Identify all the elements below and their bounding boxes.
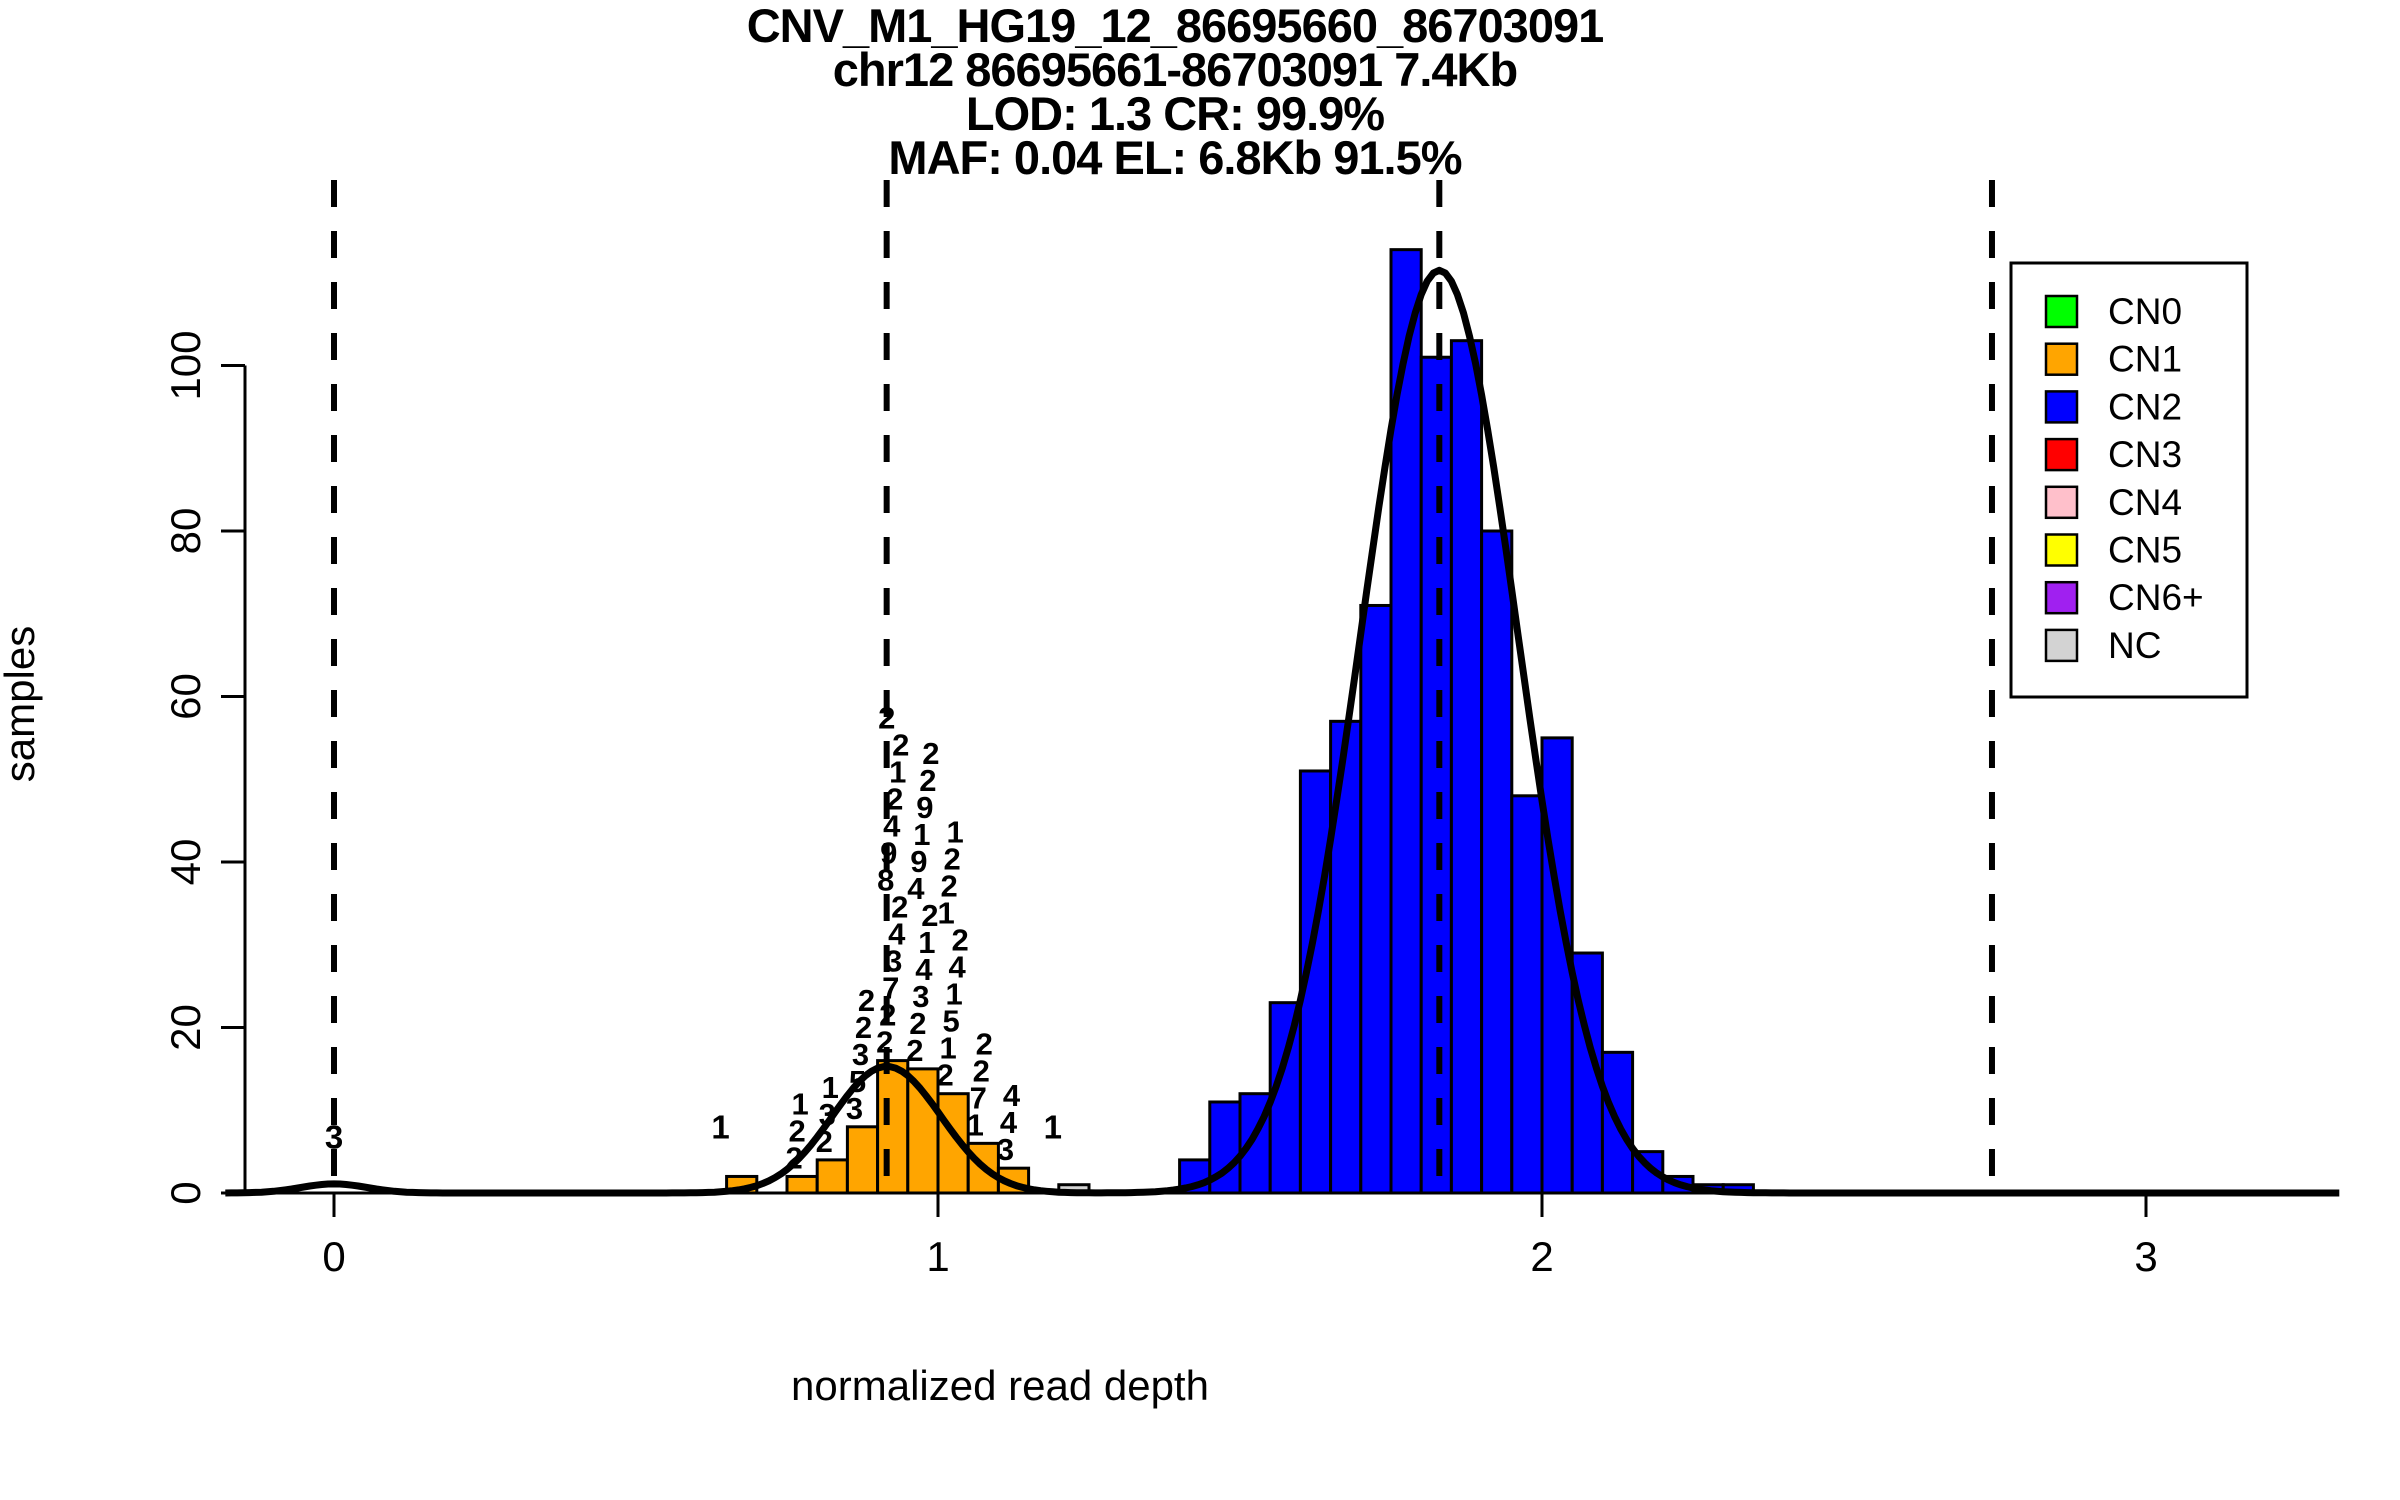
bar-count-label: 1	[946, 815, 963, 850]
cn1-histogram-bar	[815, 1158, 849, 1195]
legend-label-nc: NC	[2108, 625, 2161, 666]
legend-swatch-cn6plus	[2044, 580, 2079, 615]
bar-count-label: 2	[909, 1006, 926, 1041]
y-tick-label: 20	[162, 1004, 209, 1051]
bar-count-label: 2	[879, 998, 896, 1033]
bar-count-label: 2	[891, 890, 908, 925]
bar-count-label: 2	[940, 869, 957, 904]
cn1-histogram-bar	[876, 1059, 910, 1195]
bar-count-label: 2	[919, 763, 936, 798]
bar-count-label: 9	[910, 844, 927, 879]
bar-count-label: 1	[945, 977, 962, 1012]
bar-count-label: 4	[907, 871, 925, 906]
bar-count-label: 2	[886, 782, 903, 817]
bar-count-label: 4	[1000, 1105, 1018, 1140]
bar-count-label: 3	[997, 1132, 1014, 1167]
bar-count-label: 9	[916, 790, 933, 825]
y-axis-title: samples	[0, 625, 43, 783]
legend-label-cn1: CN1	[2108, 339, 2182, 380]
x-tick-label: 1	[926, 1233, 949, 1280]
cn2-histogram-bar	[1419, 355, 1453, 1195]
floating-count-label: 3	[325, 1118, 343, 1155]
bar-count-label: 9	[880, 836, 897, 871]
bar-count-label: 3	[846, 1091, 863, 1126]
bar-count-label: 2	[906, 1033, 923, 1068]
cn2-histogram-bar	[1359, 603, 1393, 1195]
floating-count-label: 1	[711, 1108, 729, 1145]
floating-count-label: 1	[1044, 1108, 1062, 1145]
y-tick-label: 40	[162, 839, 209, 886]
bar-count-label: 3	[912, 979, 929, 1014]
y-tick-label: 100	[162, 330, 209, 400]
bar-count-label: 8	[877, 863, 894, 898]
bar-count-label: 1	[913, 817, 930, 852]
bar-count-label: 3	[885, 944, 902, 979]
legend-label-cn3: CN3	[2108, 434, 2182, 475]
bar-count-label: 1	[889, 755, 906, 790]
bar-count-label: 1	[937, 896, 954, 931]
bar-count-label: 5	[849, 1064, 866, 1099]
bar-count-label: 2	[943, 842, 960, 877]
bar-count-label: 4	[888, 917, 906, 952]
bar-count-label: 2	[855, 1010, 872, 1045]
bar-count-label: 7	[970, 1080, 987, 1115]
bar-count-label: 3	[819, 1097, 836, 1132]
y-tick-label: 0	[162, 1181, 209, 1204]
legend-swatch-cn4	[2044, 485, 2079, 520]
x-axis-title: normalized read depth	[791, 1362, 1209, 1409]
legend-box	[2009, 261, 2249, 699]
legend-label-cn6plus: CN6+	[2108, 577, 2204, 618]
bar-count-label: 2	[878, 701, 895, 736]
bar-count-label: 1	[822, 1070, 839, 1105]
bar-count-label: 5	[942, 1004, 959, 1039]
bar-count-label: 2	[922, 736, 939, 771]
bar-count-label: 2	[876, 1025, 893, 1060]
bar-count-label: 2	[976, 1026, 993, 1061]
bar-count-label: 1	[918, 925, 935, 960]
legend-swatch-cn3	[2044, 437, 2079, 472]
legend-label-cn5: CN5	[2108, 530, 2182, 571]
cn1-histogram-bar	[785, 1174, 819, 1195]
cn1-histogram-bar	[845, 1125, 880, 1195]
bar-count-label: 4	[915, 952, 933, 987]
x-tick-label: 0	[322, 1233, 345, 1280]
y-tick-label: 60	[162, 673, 209, 720]
bar-count-label: 2	[858, 983, 875, 1018]
legend-label-cn4: CN4	[2108, 482, 2182, 523]
x-tick-label: 3	[2134, 1233, 2157, 1280]
x-tick-label: 2	[1530, 1233, 1553, 1280]
cn2-histogram-bar	[1510, 794, 1544, 1195]
bar-count-label: 4	[883, 809, 901, 844]
cn2-histogram-bar	[1449, 339, 1484, 1195]
legend-label-cn0: CN0	[2108, 291, 2182, 332]
legend-label-cn2: CN2	[2108, 386, 2182, 427]
legend-swatch-cn2	[2044, 390, 2079, 424]
bar-count-label: 2	[921, 898, 938, 933]
bar-count-label: 2	[951, 923, 968, 958]
bar-count-label: 2	[973, 1053, 990, 1088]
legend-swatch-nc	[2044, 628, 2079, 663]
bar-count-label: 1	[939, 1031, 956, 1066]
legend-swatch-cn0	[2044, 294, 2079, 329]
bar-count-label: 7	[882, 971, 899, 1006]
bar-count-label: 2	[788, 1113, 805, 1148]
y-tick-label: 80	[162, 508, 209, 555]
bar-count-label: 2	[892, 728, 909, 763]
bar-count-label: 2	[936, 1058, 953, 1093]
bar-count-label: 2	[785, 1140, 802, 1175]
bar-count-label: 1	[967, 1107, 984, 1142]
legend-swatch-cn5	[2044, 533, 2079, 567]
bar-count-label: 4	[1003, 1078, 1021, 1113]
bar-count-label: 3	[852, 1037, 869, 1072]
cn2-histogram-bar	[1480, 529, 1514, 1195]
bar-count-label: 4	[948, 950, 966, 985]
legend-swatch-cn1	[2044, 342, 2079, 376]
bar-count-label: 1	[791, 1086, 808, 1121]
bar-count-label: 2	[816, 1124, 833, 1159]
